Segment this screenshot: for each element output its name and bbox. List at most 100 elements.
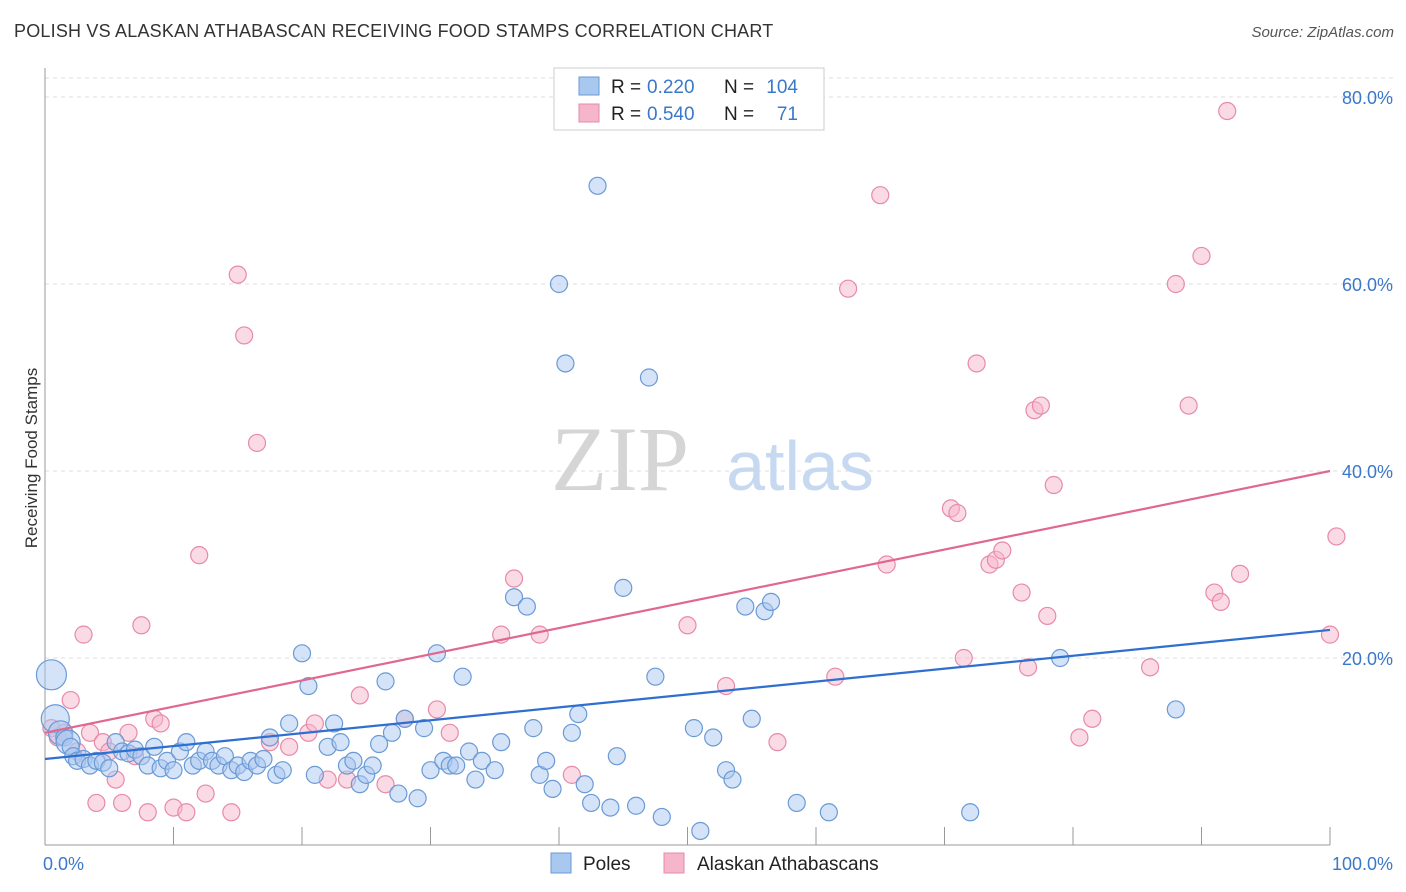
- poles-trend-line: [44, 628, 1331, 761]
- alaskan-point: [177, 803, 196, 822]
- alaskan-point: [826, 667, 845, 686]
- trend-lines: [44, 469, 1331, 761]
- watermark-atlas: atlas: [726, 427, 874, 505]
- alaskan-point: [74, 625, 93, 644]
- alaskan-point: [768, 733, 787, 752]
- poles-point: [504, 588, 524, 607]
- poles-point: [549, 274, 569, 294]
- poles-point: [723, 770, 742, 789]
- alaskan-point: [1031, 396, 1050, 415]
- poles-point: [517, 597, 536, 616]
- poles-point: [331, 733, 350, 752]
- poles-point: [588, 176, 607, 195]
- alaskan-point: [112, 793, 132, 813]
- alaskan-point: [967, 354, 986, 373]
- stats-legend: R = 0.220 N = 104 R = 0.540 N = 71: [553, 67, 825, 131]
- y-axis-label: Receiving Food Stamps: [22, 368, 41, 548]
- alaskan-point: [190, 546, 209, 565]
- alaskan-point: [427, 700, 447, 719]
- watermark-zip: ZIP: [551, 408, 689, 510]
- alaskan-point: [1018, 658, 1038, 677]
- poles-n-value: 104: [766, 77, 798, 98]
- alaskan-point: [350, 686, 369, 705]
- alaskan-point: [877, 555, 896, 574]
- alaskan-point: [993, 541, 1012, 560]
- poles-point: [961, 803, 980, 822]
- grid-lines: [45, 77, 1393, 659]
- alaskan-point: [228, 265, 247, 284]
- poles-point: [607, 747, 626, 766]
- alaskan-points: [42, 101, 1346, 822]
- poles-r-label: R =: [611, 77, 641, 98]
- alaskan-point: [1230, 564, 1250, 583]
- alaskan-point: [222, 803, 241, 822]
- poles-point: [344, 751, 363, 770]
- poles-swatch: [578, 76, 600, 96]
- alaskan-point: [1218, 101, 1237, 121]
- alaskan-point: [530, 625, 549, 644]
- alaskan-point: [871, 186, 890, 205]
- poles-point: [292, 644, 312, 663]
- poles-point: [819, 803, 838, 822]
- poles-point: [684, 719, 704, 738]
- poles-point: [100, 759, 119, 778]
- poles-point: [787, 793, 806, 813]
- poles-point: [543, 779, 562, 799]
- alaskan-point: [280, 737, 299, 756]
- alaskan-trend-line: [44, 469, 1331, 734]
- alaskan-point: [1012, 583, 1031, 602]
- poles-point: [273, 761, 292, 780]
- poles-point: [704, 728, 723, 747]
- poles-point: [453, 667, 472, 686]
- alaskan-point: [1083, 709, 1102, 728]
- poles-point: [408, 789, 427, 808]
- poles-point: [485, 761, 504, 780]
- poles-point: [299, 676, 318, 696]
- poles-point: [601, 798, 620, 817]
- poles-point: [742, 709, 761, 728]
- alaskan-r-label: R =: [611, 104, 641, 125]
- alaskan-point: [247, 433, 267, 453]
- poles-point: [414, 719, 434, 738]
- poles-point: [466, 770, 485, 789]
- source-label: Source: ZipAtlas.com: [1251, 24, 1394, 41]
- alaskan-point: [1211, 592, 1230, 612]
- alaskan-point: [305, 714, 324, 733]
- poles-point: [421, 761, 440, 780]
- alaskan-point: [61, 690, 80, 710]
- poles-point: [626, 796, 646, 815]
- alaskan-point: [1140, 658, 1160, 677]
- alaskan-point: [1044, 475, 1063, 495]
- alaskan-point: [151, 714, 170, 733]
- poles-point: [370, 734, 389, 754]
- alaskan-point: [119, 723, 138, 742]
- alaskan-n-value: 71: [777, 104, 798, 125]
- poles-point: [254, 749, 273, 769]
- poles-point: [395, 709, 414, 728]
- alaskan-point: [948, 503, 967, 523]
- poles-point: [556, 354, 575, 373]
- alaskan-point: [1179, 396, 1198, 415]
- poles-point: [582, 793, 601, 813]
- legend-alaskan-swatch: [663, 852, 685, 874]
- alaskan-point: [678, 616, 697, 635]
- poles-point: [652, 807, 671, 827]
- poles-point: [305, 765, 324, 784]
- x-tick-label-end: 100.0%: [1332, 854, 1393, 874]
- poles-point: [1166, 700, 1185, 719]
- poles-point: [177, 733, 196, 752]
- alaskan-point: [1192, 246, 1211, 266]
- poles-point: [280, 714, 299, 733]
- watermark: ZIP atlas: [551, 408, 874, 510]
- legend-alaskan-label: Alaskan Athabascans: [697, 854, 879, 875]
- y-tick-label: 80.0%: [1342, 88, 1393, 108]
- poles-point: [363, 756, 382, 775]
- legend-poles-swatch: [550, 852, 572, 874]
- alaskan-point: [440, 723, 459, 742]
- poles-n-label: N =: [724, 77, 754, 98]
- poles-point: [376, 672, 395, 691]
- poles-r-value: 0.220: [647, 77, 695, 98]
- alaskan-point: [1166, 274, 1185, 294]
- alaskan-n-label: N =: [724, 104, 754, 125]
